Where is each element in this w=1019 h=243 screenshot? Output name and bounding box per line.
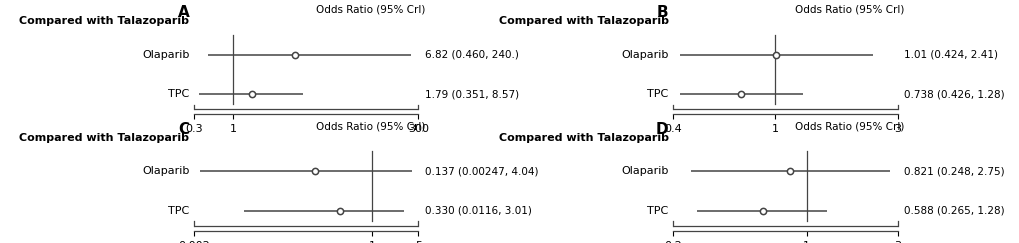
Text: 0.738 (0.426, 1.28): 0.738 (0.426, 1.28) bbox=[904, 89, 1004, 99]
Text: 0.821 (0.248, 2.75): 0.821 (0.248, 2.75) bbox=[904, 166, 1004, 176]
Text: TPC: TPC bbox=[647, 89, 668, 99]
Text: Olaparib: Olaparib bbox=[621, 50, 668, 60]
Text: Odds Ratio (95% CrI): Odds Ratio (95% CrI) bbox=[315, 122, 425, 131]
Text: B: B bbox=[656, 5, 668, 20]
Text: 1.79 (0.351, 8.57): 1.79 (0.351, 8.57) bbox=[425, 89, 519, 99]
Text: Olaparib: Olaparib bbox=[621, 166, 668, 176]
Text: A: A bbox=[177, 5, 190, 20]
Text: Odds Ratio (95% CrI): Odds Ratio (95% CrI) bbox=[794, 122, 904, 131]
Text: Olaparib: Olaparib bbox=[142, 166, 190, 176]
Text: D: D bbox=[655, 122, 668, 137]
Text: TPC: TPC bbox=[647, 206, 668, 216]
Text: Compared with Talazoparib: Compared with Talazoparib bbox=[498, 133, 668, 143]
Text: Odds Ratio (95% CrI): Odds Ratio (95% CrI) bbox=[794, 5, 904, 15]
Text: 0.588 (0.265, 1.28): 0.588 (0.265, 1.28) bbox=[904, 206, 1004, 216]
Text: Compared with Talazoparib: Compared with Talazoparib bbox=[19, 16, 190, 26]
Text: TPC: TPC bbox=[168, 89, 190, 99]
Text: Compared with Talazoparib: Compared with Talazoparib bbox=[19, 133, 190, 143]
Text: Olaparib: Olaparib bbox=[142, 50, 190, 60]
Text: C: C bbox=[178, 122, 190, 137]
Text: Compared with Talazoparib: Compared with Talazoparib bbox=[498, 16, 668, 26]
Text: TPC: TPC bbox=[168, 206, 190, 216]
Text: Odds Ratio (95% CrI): Odds Ratio (95% CrI) bbox=[315, 5, 425, 15]
Text: 0.137 (0.00247, 4.04): 0.137 (0.00247, 4.04) bbox=[425, 166, 538, 176]
Text: 1.01 (0.424, 2.41): 1.01 (0.424, 2.41) bbox=[904, 50, 998, 60]
Text: 6.82 (0.460, 240.): 6.82 (0.460, 240.) bbox=[425, 50, 519, 60]
Text: 0.330 (0.0116, 3.01): 0.330 (0.0116, 3.01) bbox=[425, 206, 531, 216]
